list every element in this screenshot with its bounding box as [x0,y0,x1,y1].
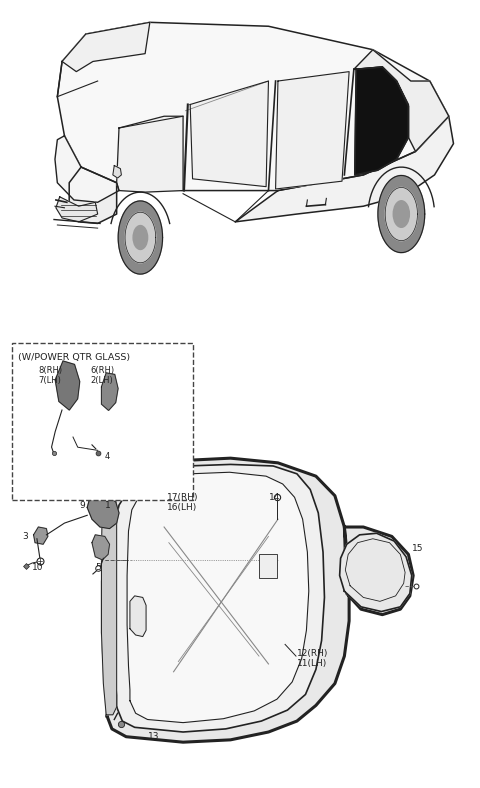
Polygon shape [190,81,268,187]
Bar [12,343,192,500]
Text: 6(RH): 6(RH) [91,366,115,375]
Polygon shape [117,117,183,192]
Circle shape [378,176,425,253]
Text: (W/POWER QTR GLASS): (W/POWER QTR GLASS) [18,352,130,362]
Polygon shape [340,533,412,611]
Text: 1: 1 [105,500,110,510]
Circle shape [133,225,148,250]
Bar [259,555,277,578]
Polygon shape [113,464,324,732]
Text: 17(RH): 17(RH) [167,492,198,502]
Polygon shape [130,596,146,637]
Polygon shape [55,361,80,410]
Text: 15: 15 [412,545,423,553]
Text: 8(RH): 8(RH) [38,366,62,375]
Polygon shape [69,167,117,224]
Polygon shape [235,117,454,222]
Text: 16(LH): 16(LH) [167,503,197,512]
Polygon shape [92,535,109,560]
Text: 14: 14 [268,492,280,502]
Text: 7(LH): 7(LH) [38,376,61,385]
Polygon shape [113,165,121,178]
Polygon shape [354,50,449,151]
Text: 3: 3 [23,532,28,541]
Polygon shape [56,197,97,222]
Polygon shape [127,472,309,723]
Polygon shape [62,22,150,72]
Circle shape [125,212,156,262]
Circle shape [118,201,163,274]
Text: 9: 9 [80,500,85,510]
Text: 4: 4 [105,452,110,461]
Text: 5: 5 [96,563,101,572]
Polygon shape [57,22,449,191]
Polygon shape [102,458,413,742]
Polygon shape [87,492,119,529]
Text: 2(LH): 2(LH) [91,376,113,385]
Polygon shape [55,136,119,203]
Circle shape [393,201,409,228]
Text: 11(LH): 11(LH) [297,660,327,668]
Polygon shape [34,527,48,545]
Text: 12(RH): 12(RH) [297,649,328,658]
Polygon shape [101,481,117,715]
Polygon shape [355,67,408,175]
Text: 10: 10 [32,563,44,572]
Text: 13: 13 [147,732,159,742]
Polygon shape [101,373,118,411]
Circle shape [385,188,418,240]
Polygon shape [276,72,349,189]
